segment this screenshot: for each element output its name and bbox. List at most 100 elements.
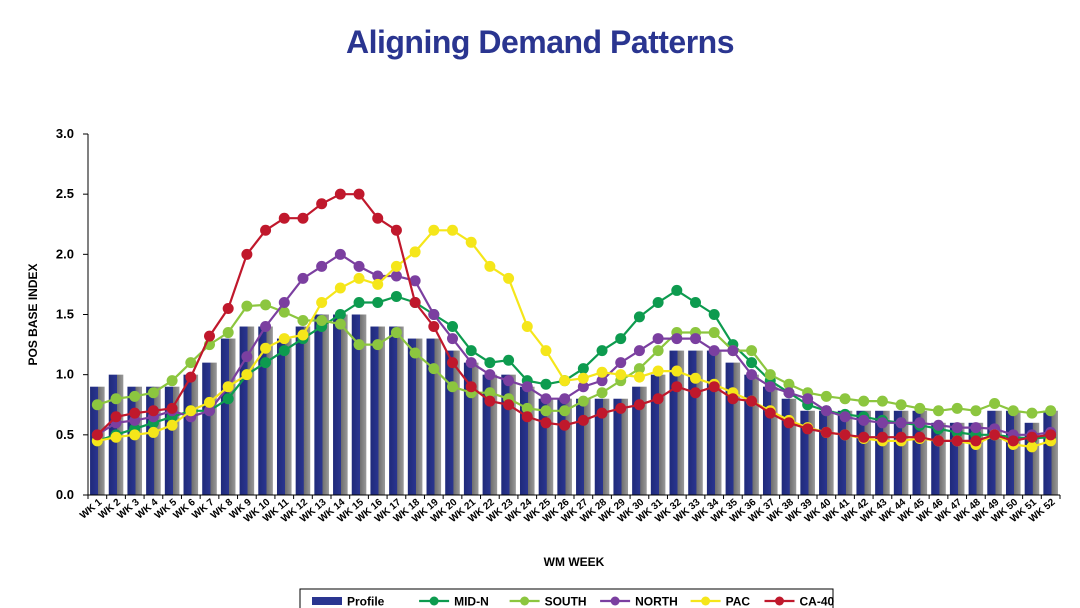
legend-marker-mid-n [429, 596, 439, 606]
point-north [465, 357, 477, 369]
y-tick-label: 1.5 [56, 307, 74, 322]
bar-profile [276, 338, 292, 495]
point-north [820, 405, 832, 417]
point-south [353, 339, 365, 351]
point-pac [110, 431, 122, 443]
point-ca-40 [690, 387, 701, 399]
point-mid-n [671, 284, 683, 296]
point-south [540, 405, 552, 417]
point-south [390, 327, 402, 339]
point-south [914, 402, 926, 414]
point-pac [447, 224, 458, 236]
line-series-group [91, 188, 1057, 453]
point-pac [278, 333, 290, 345]
point-mid-n [652, 296, 664, 308]
point-ca-40 [914, 431, 926, 443]
point-pac [185, 405, 197, 417]
bar-profile [370, 326, 386, 495]
point-south [1007, 405, 1019, 417]
point-pac [465, 236, 477, 248]
point-north [895, 417, 907, 429]
bar-profile [837, 410, 853, 495]
bar-profile [893, 410, 909, 495]
point-ca-40 [204, 330, 215, 342]
point-north [652, 333, 664, 345]
point-ca-40 [129, 407, 141, 419]
point-mid-n [596, 345, 608, 357]
point-ca-40 [933, 435, 944, 447]
point-ca-40 [708, 381, 720, 393]
point-north [671, 333, 683, 345]
point-north [278, 296, 290, 308]
point-pac [503, 272, 515, 284]
point-pac [353, 272, 365, 284]
point-south [577, 395, 589, 407]
point-pac [241, 369, 253, 381]
point-ca-40 [447, 357, 458, 369]
point-south [297, 315, 309, 327]
bar-profile [688, 350, 703, 495]
point-south [633, 363, 645, 375]
point-north [690, 333, 701, 345]
y-axis-label: POS BASE INDEX [26, 263, 40, 365]
point-pac [428, 224, 440, 236]
point-north [951, 422, 963, 434]
point-south [260, 299, 272, 311]
bar-profile [725, 362, 741, 495]
point-pac [690, 372, 701, 384]
bar-profile [220, 338, 236, 495]
bar-profile [351, 314, 367, 495]
point-ca-40 [559, 419, 571, 431]
point-south [428, 363, 440, 375]
point-ca-40 [596, 407, 608, 419]
point-north [484, 369, 496, 381]
bar-profile [856, 410, 872, 495]
point-ca-40 [147, 405, 159, 417]
point-south [596, 387, 608, 399]
point-pac [390, 260, 402, 272]
point-ca-40 [1007, 435, 1019, 447]
point-south [241, 300, 253, 312]
bar-profile [650, 374, 666, 495]
bar-profile [407, 338, 423, 495]
line-mid-n [96, 289, 1051, 442]
point-ca-40 [951, 435, 963, 447]
point-pac [297, 329, 309, 341]
point-pac [166, 419, 178, 431]
point-south [989, 398, 1001, 410]
point-north [409, 275, 421, 287]
point-north [521, 381, 533, 393]
point-ca-40 [989, 429, 1001, 441]
point-mid-n [484, 357, 496, 369]
point-ca-40 [260, 224, 272, 236]
point-south [1026, 407, 1038, 419]
point-north [577, 381, 589, 393]
point-south [764, 369, 776, 381]
legend-label-north: NORTH [635, 595, 678, 608]
bar-profile [1005, 410, 1021, 495]
point-ca-40 [783, 417, 795, 429]
line-ca-40 [96, 193, 1051, 443]
y-tick-label: 2.5 [56, 186, 74, 201]
bar-profile [875, 410, 890, 495]
point-ca-40 [1026, 431, 1038, 443]
point-mid-n [577, 363, 589, 375]
bar-profile [146, 386, 161, 495]
point-south [521, 402, 533, 414]
point-north [334, 248, 346, 260]
y-tick-label: 0.5 [56, 427, 74, 442]
point-pac [577, 372, 589, 384]
point-ca-40 [652, 393, 664, 405]
bar-profile [389, 326, 404, 495]
legend-label-south: SOUTH [545, 595, 587, 608]
point-pac [521, 321, 533, 333]
point-pac [671, 365, 683, 377]
y-tick-label: 3.0 [56, 126, 74, 141]
point-pac [372, 278, 384, 290]
point-ca-40 [633, 399, 645, 411]
point-south [129, 390, 141, 402]
point-ca-40 [297, 212, 309, 224]
point-north [764, 381, 776, 393]
point-ca-40 [353, 188, 365, 200]
